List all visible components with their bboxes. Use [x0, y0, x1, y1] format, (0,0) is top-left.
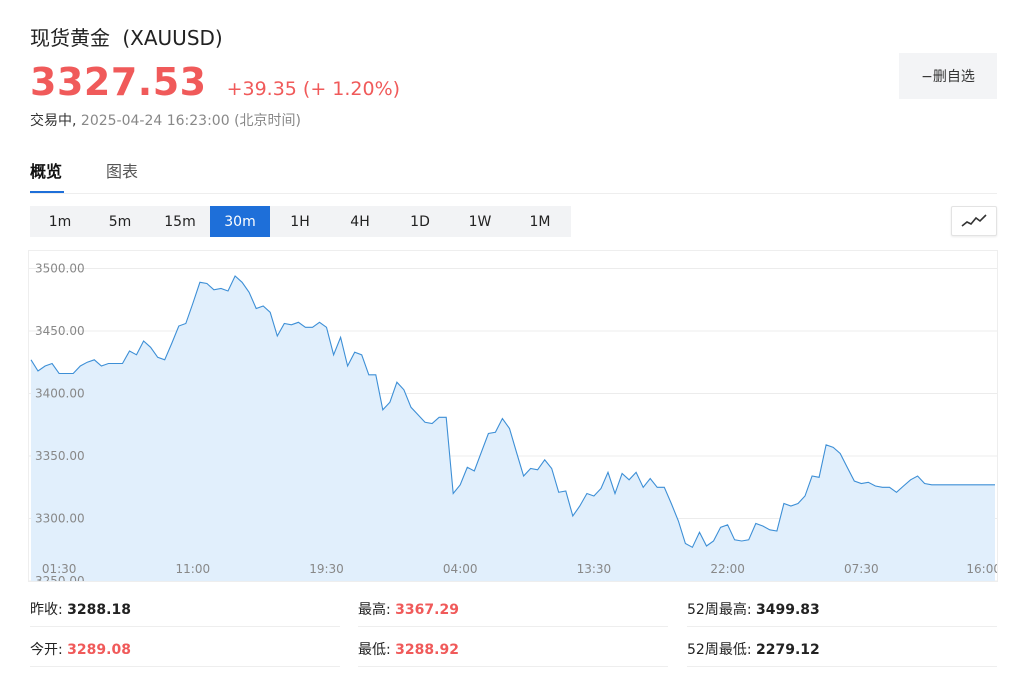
period-selector: 1m 5m 15m 30m 1H 4H 1D 1W 1M	[30, 206, 571, 237]
y-tick-label: 3350.00	[35, 449, 85, 463]
period-4h[interactable]: 4H	[350, 213, 370, 230]
x-tick-label: 07:30	[844, 562, 879, 576]
x-tick-label: 11:00	[176, 562, 211, 576]
price-change: +39.35 (+ 1.20%)	[226, 78, 401, 100]
prev-close-value: 3288.18	[67, 602, 131, 618]
price-chart-svg: 3250.00 3300.00 3350.00 3400.00 3450.00 3500.…	[29, 262, 997, 581]
price-area	[31, 276, 995, 581]
price-chart[interactable]: 3250.00 3300.00 3350.00 3400.00 3450.00 3500.…	[28, 250, 998, 582]
y-tick-label: 3400.00	[35, 387, 85, 401]
stat-low: 最低: 3288.92	[358, 639, 459, 659]
stat-high: 最高: 3367.29	[358, 599, 459, 619]
w52-high-label: 52周最高:	[687, 602, 752, 618]
y-tick-label: 3500.00	[35, 262, 85, 276]
instrument-name: 现货黄金	[30, 26, 110, 50]
w52-low-value: 2279.12	[755, 642, 820, 658]
stat-divider	[358, 626, 668, 627]
stat-divider	[30, 666, 340, 667]
y-tick-label: 3300.00	[35, 512, 85, 526]
tab-chart[interactable]: 图表	[106, 162, 139, 181]
stat-divider	[687, 666, 997, 667]
page-title: 现货黄金 (XAUUSD)	[30, 22, 223, 51]
open-label: 今开:	[30, 642, 63, 658]
stat-52w-high: 52周最高: 3499.83	[687, 599, 820, 619]
open-value: 3289.08	[67, 642, 131, 658]
high-label: 最高:	[358, 602, 391, 618]
y-tick-label: 3450.00	[35, 324, 85, 338]
status-label: 交易中,	[30, 113, 77, 129]
period-15m[interactable]: 15m	[164, 213, 196, 230]
period-5m[interactable]: 5m	[108, 213, 132, 230]
period-30m[interactable]: 30m	[210, 206, 270, 237]
low-label: 最低:	[358, 642, 391, 658]
y-tick-label: 3250.00	[35, 574, 85, 581]
tab-bar: 概览 图表	[30, 158, 182, 194]
tab-divider	[30, 193, 997, 194]
x-tick-label: 22:00	[710, 562, 745, 576]
low-value: 3288.92	[395, 642, 459, 658]
stat-52w-low: 52周最低: 2279.12	[687, 639, 820, 659]
quote-datetime: 2025-04-24 16:23:00	[80, 113, 230, 129]
period-1m[interactable]: 1m	[48, 213, 72, 230]
line-chart-icon	[961, 214, 987, 227]
x-tick-label: 13:30	[577, 562, 612, 576]
price-row: 3327.53 +39.35 (+ 1.20%)	[30, 60, 400, 104]
x-tick-label: 04:00	[443, 562, 478, 576]
x-tick-label: 01:30	[42, 562, 77, 576]
x-tick-label: 19:30	[309, 562, 344, 576]
stat-prev-close: 昨收: 3288.18	[30, 599, 131, 619]
period-1d[interactable]: 1D	[410, 213, 430, 230]
remove-favorite-button[interactable]: −删自选	[899, 53, 997, 99]
current-price: 3327.53	[30, 60, 207, 104]
period-1mo[interactable]: 1M	[529, 213, 551, 230]
timezone-label: (北京时间)	[234, 113, 301, 129]
chart-type-button[interactable]	[951, 206, 997, 236]
high-value: 3367.29	[395, 602, 459, 618]
price-line	[30, 275, 995, 549]
stat-open: 今开: 3289.08	[30, 639, 131, 659]
stat-divider	[687, 626, 997, 627]
trading-status: 交易中, 2025-04-24 16:23:00 (北京时间)	[30, 110, 301, 130]
stat-divider	[358, 666, 668, 667]
period-1w[interactable]: 1W	[468, 213, 492, 230]
stat-divider	[30, 626, 340, 627]
w52-high-value: 3499.83	[755, 602, 820, 618]
period-1h[interactable]: 1H	[290, 213, 310, 230]
instrument-symbol: (XAUUSD)	[122, 26, 223, 50]
prev-close-label: 昨收:	[30, 602, 63, 618]
x-tick-label: 16:00	[966, 562, 997, 576]
tab-overview[interactable]: 概览	[30, 158, 65, 194]
w52-low-label: 52周最低:	[687, 642, 752, 658]
